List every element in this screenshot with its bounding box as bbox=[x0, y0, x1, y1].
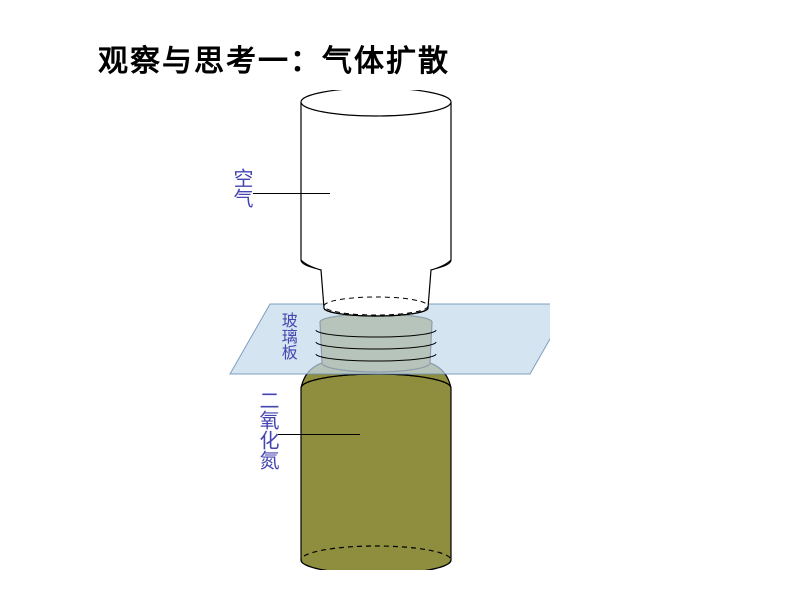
label-glass-plate: 玻璃板 bbox=[276, 312, 297, 360]
leader-no2 bbox=[278, 434, 360, 435]
top-jar-neck bbox=[301, 260, 451, 316]
bottom-jar bbox=[301, 374, 451, 570]
top-jar bbox=[301, 90, 451, 316]
leader-air bbox=[253, 193, 330, 194]
top-jar-top-ellipse bbox=[301, 90, 451, 116]
label-no2: 二氧化氮 bbox=[254, 390, 280, 470]
label-air: 空气 bbox=[228, 168, 254, 208]
top-jar-body bbox=[301, 102, 451, 274]
diagram-svg bbox=[200, 90, 550, 570]
page-title: 观察与思考一：气体扩散 bbox=[98, 36, 450, 80]
bottom-jar-body bbox=[301, 374, 451, 570]
gas-diffusion-diagram bbox=[200, 90, 550, 570]
